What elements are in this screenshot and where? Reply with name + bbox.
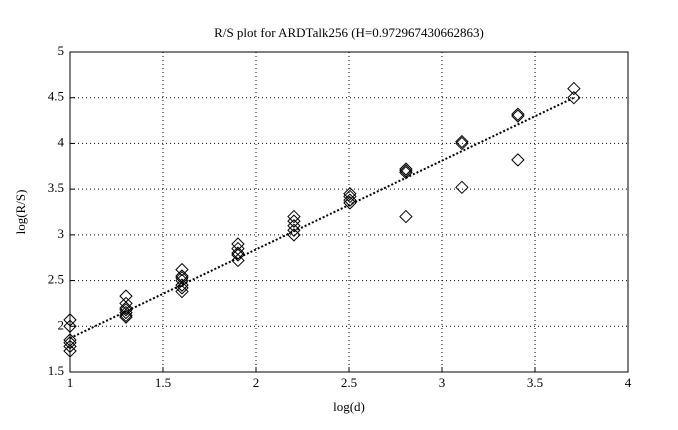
data-point [399, 165, 413, 180]
x-tick-label: 1 [67, 375, 74, 390]
data-point [399, 209, 413, 224]
data-point [567, 91, 581, 105]
data-point [399, 162, 413, 176]
data-point [511, 107, 525, 121]
x-tick-label: 2.5 [341, 375, 357, 390]
data-point [119, 303, 133, 317]
data-point [567, 81, 581, 96]
y-tick-label: 4.5 [48, 89, 64, 104]
data-point [343, 196, 357, 210]
data-point [63, 339, 77, 354]
x-tick-label: 3 [439, 375, 446, 390]
fit-line [69, 96, 575, 340]
data-point [343, 189, 357, 204]
data-point [119, 305, 133, 320]
data-point [119, 301, 133, 315]
data-point [511, 109, 525, 123]
data-point [175, 281, 189, 295]
y-tick-label: 4 [58, 134, 65, 149]
data-point [287, 209, 301, 224]
data-point [231, 246, 245, 260]
y-tick-label: 2.5 [48, 272, 64, 287]
data-point [455, 180, 469, 195]
data-point [343, 193, 357, 207]
data-point [63, 344, 77, 358]
x-axis-label: log(d) [333, 399, 365, 414]
chart-title: R/S plot for ARDTalk256 (H=0.97296743066… [214, 25, 484, 40]
y-tick-label: 3 [58, 226, 65, 241]
data-point [63, 313, 77, 327]
y-tick-label: 2 [58, 317, 65, 332]
data-point [511, 153, 525, 167]
data-point [63, 333, 77, 347]
x-tick-label: 3.5 [527, 375, 543, 390]
y-axis-label: log(R/S) [13, 190, 28, 235]
data-point [231, 253, 245, 268]
y-tick-label: 3.5 [48, 180, 64, 195]
data-point [63, 336, 77, 350]
data-point [455, 136, 469, 151]
data-point [231, 237, 245, 251]
data-point [231, 248, 245, 262]
x-tick-label: 4 [625, 375, 632, 390]
y-tick-label: 1.5 [48, 363, 64, 378]
data-point [287, 219, 301, 233]
data-point [175, 273, 189, 288]
data-point [175, 262, 189, 277]
data-point [119, 289, 133, 303]
y-tick-label: 5 [58, 43, 65, 58]
x-tick-label: 2 [253, 375, 260, 390]
data-point [287, 214, 301, 228]
data-point [343, 187, 357, 201]
data-point [175, 284, 189, 299]
data-point [455, 134, 469, 149]
data-point [287, 228, 301, 242]
data-point [63, 319, 77, 333]
x-tick-label: 1.5 [155, 375, 171, 390]
data-point [119, 310, 133, 324]
